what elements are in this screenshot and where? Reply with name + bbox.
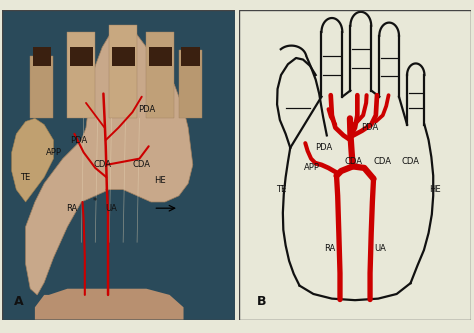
Polygon shape [179, 50, 202, 118]
Polygon shape [26, 25, 193, 295]
Text: PDA: PDA [362, 123, 379, 132]
Polygon shape [12, 118, 54, 202]
Polygon shape [181, 47, 200, 66]
Text: CDA: CDA [345, 157, 363, 166]
Polygon shape [109, 25, 137, 118]
Text: UA: UA [106, 204, 118, 213]
Polygon shape [111, 47, 135, 66]
Text: RA: RA [66, 204, 78, 213]
Text: APP: APP [46, 148, 62, 157]
Text: B: B [256, 295, 266, 308]
Text: PDA: PDA [315, 143, 332, 152]
Text: TE: TE [276, 185, 286, 194]
Text: TE: TE [20, 173, 31, 182]
Polygon shape [33, 47, 51, 66]
Text: CDA: CDA [93, 160, 111, 169]
Text: HE: HE [429, 185, 441, 194]
Polygon shape [149, 47, 172, 66]
Text: HE: HE [155, 176, 166, 185]
Text: APP: APP [304, 164, 320, 172]
Polygon shape [146, 32, 174, 118]
Text: CDA: CDA [374, 157, 392, 166]
Text: PDA: PDA [138, 105, 155, 114]
Text: RA: RA [324, 244, 335, 253]
Polygon shape [70, 47, 93, 66]
Text: CDA: CDA [401, 157, 419, 166]
Text: *: * [93, 197, 97, 206]
Text: A: A [14, 295, 23, 308]
Polygon shape [67, 32, 95, 118]
Text: CDA: CDA [133, 160, 151, 169]
Polygon shape [35, 289, 183, 320]
Polygon shape [30, 56, 54, 118]
Text: PDA: PDA [71, 136, 88, 145]
Text: UA: UA [374, 244, 386, 253]
